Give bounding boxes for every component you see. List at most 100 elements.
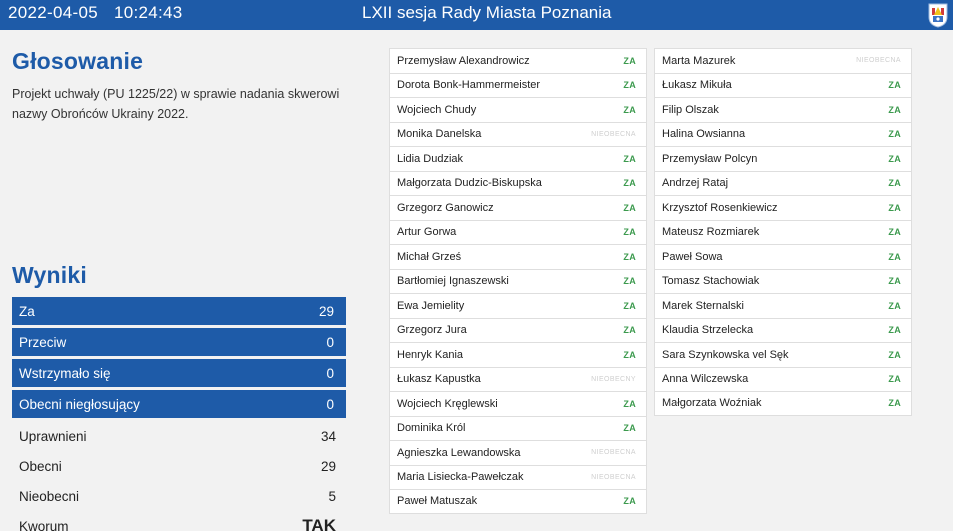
councillor-row: Wojciech Chudy ZA xyxy=(389,97,647,122)
result-label: Kworum xyxy=(19,518,69,531)
councillor-name: Halina Owsianna xyxy=(662,128,746,141)
councillor-row: Łukasz Mikuła ZA xyxy=(654,72,912,97)
vote-status: NIEOBECNA xyxy=(856,57,901,65)
councillor-name: Sara Szynkowska vel Sęk xyxy=(662,348,789,361)
result-label: Uprawnieni xyxy=(19,428,87,444)
vote-status: ZA xyxy=(623,325,636,336)
vote-status: ZA xyxy=(888,227,901,238)
results-highlighted: Za 29 Przeciw 0 Wstrzymało się 0 Obecni niegło… xyxy=(12,297,346,418)
councillor-row: Dorota Bonk-Hammermeister ZA xyxy=(389,72,647,97)
vote-status: ZA xyxy=(888,300,901,311)
vote-status: ZA xyxy=(888,374,901,385)
councillor-row: Monika Danelska NIEOBECNA xyxy=(389,121,647,146)
councillor-row: Marek Sternalski ZA xyxy=(654,293,912,318)
result-value: 29 xyxy=(318,303,334,319)
councillor-name: Wojciech Chudy xyxy=(397,103,477,116)
councillor-row: Bartłomiej Ignaszewski ZA xyxy=(389,268,647,293)
vote-status: NIEOBECNA xyxy=(591,473,636,481)
councillor-row: Grzegorz Ganowicz ZA xyxy=(389,195,647,220)
summary-row-nieobecni: Nieobecni 5 xyxy=(12,481,346,511)
result-row-obecni-nieglosujacy: Obecni niegłosujący 0 xyxy=(12,390,346,418)
result-value: TAK xyxy=(302,516,336,531)
councillor-name: Klaudia Strzelecka xyxy=(662,324,754,337)
result-value: 0 xyxy=(326,334,334,350)
voting-info: Głosowanie Projekt uchwały (PU 1225/22) … xyxy=(12,48,346,124)
result-label: Za xyxy=(19,303,35,319)
councillor-name: Monika Danelska xyxy=(397,128,482,141)
councillor-name: Przemysław Polcyn xyxy=(662,152,758,165)
vote-status: NIEOBECNY xyxy=(591,375,636,383)
vote-status: ZA xyxy=(888,398,901,409)
vote-status: ZA xyxy=(623,300,636,311)
councillor-row: Artur Gorwa ZA xyxy=(389,219,647,244)
result-value: 34 xyxy=(320,428,336,444)
time: 10:24:43 xyxy=(113,3,183,22)
vote-status: ZA xyxy=(888,251,901,262)
councillor-row: Małgorzata Woźniak ZA xyxy=(654,391,912,416)
councillor-name: Bartłomiej Ignaszewski xyxy=(397,275,509,288)
results-heading: Wyniki xyxy=(12,262,87,288)
councillors-list-right: Marta Mazurek NIEOBECNA Łukasz Mikuła ZA Fil… xyxy=(654,48,912,416)
summary-row-obecni: Obecni 29 xyxy=(12,451,346,481)
councillors-list-left: Przemysław Alexandrowicz ZA Dorota Bonk-Ha… xyxy=(389,48,647,514)
councillor-row: Krzysztof Rosenkiewicz ZA xyxy=(654,195,912,220)
vote-status: ZA xyxy=(888,276,901,287)
councillor-name: Henryk Kania xyxy=(397,348,464,361)
results-panel: Wyniki Za 29 Przeciw 0 Wstrzymało się 0 Obecni… xyxy=(12,262,346,531)
vote-status: ZA xyxy=(888,129,901,140)
councillor-row: Agnieszka Lewandowska NIEOBECNA xyxy=(389,440,647,465)
vote-status: ZA xyxy=(888,202,901,213)
councillor-name: Marta Mazurek xyxy=(662,54,736,67)
result-row-wstrzymalo-sie: Wstrzymało się 0 xyxy=(12,359,346,387)
councillor-name: Wojciech Kręglewski xyxy=(397,397,498,410)
councillor-name: Artur Gorwa xyxy=(397,226,457,239)
result-value: 5 xyxy=(328,488,336,504)
councillor-row: Henryk Kania ZA xyxy=(389,342,647,367)
councillor-row: Ewa Jemielity ZA xyxy=(389,293,647,318)
result-row-przeciw: Przeciw 0 xyxy=(12,328,346,356)
summary-row-uprawnieni: Uprawnieni 34 xyxy=(12,421,346,451)
councillor-row: Anna Wilczewska ZA xyxy=(654,366,912,391)
vote-status: ZA xyxy=(888,349,901,360)
councillor-name: Małgorzata Woźniak xyxy=(662,397,762,410)
vote-status: ZA xyxy=(623,80,636,91)
councillor-row: Grzegorz Jura ZA xyxy=(389,317,647,342)
voting-heading: Głosowanie xyxy=(12,48,144,74)
councillor-row: Klaudia Strzelecka ZA xyxy=(654,317,912,342)
councillor-row: Tomasz Stachowiak ZA xyxy=(654,268,912,293)
councillor-name: Krzysztof Rosenkiewicz xyxy=(662,201,778,214)
vote-status: ZA xyxy=(623,276,636,287)
councillor-row: Filip Olszak ZA xyxy=(654,97,912,122)
councillor-row: Paweł Matuszak ZA xyxy=(389,489,647,514)
councillor-name: Agnieszka Lewandowska xyxy=(397,446,521,459)
results-summary: Uprawnieni 34 Obecni 29 Nieobecni 5 Kworum TAK xyxy=(12,421,346,531)
councillor-name: Lidia Dudziak xyxy=(397,152,464,165)
summary-row-kworum: Kworum TAK xyxy=(12,511,346,531)
councillor-name: Małgorzata Dudzic-Biskupska xyxy=(397,177,542,190)
vote-status: ZA xyxy=(623,104,636,115)
councillor-name: Grzegorz Ganowicz xyxy=(397,201,494,214)
result-label: Obecni xyxy=(19,458,62,474)
councillor-name: Łukasz Kapustka xyxy=(397,373,481,386)
vote-status: ZA xyxy=(623,55,636,66)
vote-status: ZA xyxy=(888,104,901,115)
councillor-name: Mateusz Rozmiarek xyxy=(662,226,760,239)
councillor-name: Michał Grześ xyxy=(397,250,462,263)
vote-status: ZA xyxy=(623,496,636,507)
vote-status: ZA xyxy=(623,178,636,189)
councillor-row: Maria Lisiecka-Pawełczak NIEOBECNA xyxy=(389,464,647,489)
councillor-name: Maria Lisiecka-Pawełczak xyxy=(397,471,524,484)
result-row-za: Za 29 xyxy=(12,297,346,325)
councillor-row: Wojciech Kręglewski ZA xyxy=(389,391,647,416)
result-value: 29 xyxy=(320,458,336,474)
vote-status: ZA xyxy=(888,178,901,189)
councillor-name: Łukasz Mikuła xyxy=(662,79,732,92)
councillor-row: Mateusz Rozmiarek ZA xyxy=(654,219,912,244)
councillor-name: Paweł Sowa xyxy=(662,250,723,263)
vote-status: ZA xyxy=(623,251,636,262)
councillor-row: Przemysław Alexandrowicz ZA xyxy=(389,48,647,73)
councillor-row: Marta Mazurek NIEOBECNA xyxy=(654,48,912,73)
councillor-name: Grzegorz Jura xyxy=(397,324,467,337)
vote-status: ZA xyxy=(623,349,636,360)
councillor-row: Łukasz Kapustka NIEOBECNY xyxy=(389,366,647,391)
